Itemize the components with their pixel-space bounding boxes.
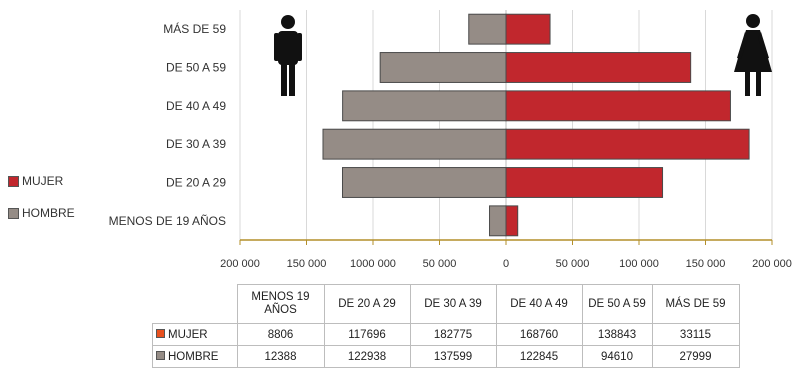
category-label: DE 50 A 59 xyxy=(166,61,226,75)
table-row-label: HOMBRE xyxy=(152,345,238,368)
x-tick-label: 150 000 xyxy=(686,258,726,270)
table-header-cell: DE 20 A 29 xyxy=(323,284,411,324)
table-cell: 94610 xyxy=(581,345,653,368)
bar-hombre xyxy=(379,52,507,83)
x-tick-label: 200 000 xyxy=(220,258,260,270)
x-tick-label: 50 000 xyxy=(423,258,457,270)
row-swatch-mujer xyxy=(156,328,165,338)
table-cell: 8806 xyxy=(236,323,325,346)
woman-icon xyxy=(734,14,772,96)
bar-hombre xyxy=(341,167,507,198)
x-tick-label: 50 000 xyxy=(556,258,590,270)
x-tick-label: 1000 000 xyxy=(350,258,396,270)
bar-hombre xyxy=(342,90,507,122)
category-labels: MENOS DE 19 AÑOS DE 20 A 29 DE 30 A 39 DE 4… xyxy=(109,21,227,228)
bar-hombre xyxy=(489,205,507,237)
table-cell: 122845 xyxy=(495,345,583,368)
bars xyxy=(322,13,750,237)
bar-hombre xyxy=(322,128,507,160)
category-label: DE 30 A 39 xyxy=(166,137,226,151)
x-axis-ticks: 200 000 150 000 1000 000 50 000 0 50 000 100 0… xyxy=(220,239,792,270)
row-swatch-hombre xyxy=(156,350,165,360)
table-header-cell: MENOS 19 AÑOS xyxy=(236,284,325,324)
bar-mujer xyxy=(505,167,664,198)
category-label: DE 20 A 29 xyxy=(166,176,226,190)
table-corner xyxy=(152,284,238,324)
table-row-label: MUJER xyxy=(152,323,238,346)
table-cell: 168760 xyxy=(495,323,583,346)
table-header-cell: DE 30 A 39 xyxy=(409,284,497,324)
data-table: MENOS 19 AÑOS DE 20 A 29 DE 30 A 39 DE 4… xyxy=(152,284,740,368)
legend-item-mujer: MUJER xyxy=(8,174,63,188)
man-icon xyxy=(274,15,302,96)
table-cell: 33115 xyxy=(651,323,740,346)
x-tick-label: 200 000 xyxy=(752,258,792,270)
legend-label-mujer: MUJER xyxy=(22,174,64,188)
category-label: MENOS DE 19 AÑOS xyxy=(109,214,226,228)
legend-swatch-mujer xyxy=(8,175,19,187)
table-cell: 27999 xyxy=(651,345,740,368)
legend-item-hombre: HOMBRE xyxy=(8,206,75,220)
x-tick-label: 150 000 xyxy=(287,258,327,270)
table-header-cell: DE 50 A 59 xyxy=(581,284,653,324)
x-tick-label: 100 000 xyxy=(619,258,659,270)
table-header-cell: DE 40 A 49 xyxy=(495,284,583,324)
table-header-row: MENOS 19 AÑOS DE 20 A 29 DE 30 A 39 DE 4… xyxy=(152,284,740,324)
bar-mujer xyxy=(505,13,551,45)
table-cell: 12388 xyxy=(236,345,325,368)
table-cell: 182775 xyxy=(409,323,497,346)
category-label: DE 40 A 49 xyxy=(166,99,226,113)
table-row-hombre: HOMBRE 12388 122938 137599 122845 94610 … xyxy=(152,345,740,368)
table-row-mujer: MUJER 8806 117696 182775 168760 138843 3… xyxy=(152,323,740,346)
grid-lines xyxy=(239,10,773,240)
bar-hombre xyxy=(468,13,507,45)
bar-mujer xyxy=(505,205,519,237)
legend-swatch-hombre xyxy=(8,207,19,219)
population-pyramid-chart: MENOS DE 19 AÑOS DE 20 A 29 DE 30 A 39 DE 4… xyxy=(109,10,792,270)
table-cell: 122938 xyxy=(323,345,411,368)
bar-mujer xyxy=(505,90,731,122)
x-tick-label: 0 xyxy=(503,258,509,270)
table-cell: 117696 xyxy=(323,323,411,346)
table-header-cell: MÁS DE 59 xyxy=(651,284,740,324)
bar-mujer xyxy=(505,128,750,160)
table-cell: 138843 xyxy=(581,323,653,346)
table-cell: 137599 xyxy=(409,345,497,368)
bar-mujer xyxy=(505,52,692,83)
category-label: MÁS DE 59 xyxy=(163,21,226,36)
legend-label-hombre: HOMBRE xyxy=(22,206,75,220)
